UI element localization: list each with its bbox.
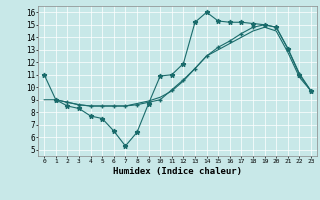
X-axis label: Humidex (Indice chaleur): Humidex (Indice chaleur)	[113, 167, 242, 176]
